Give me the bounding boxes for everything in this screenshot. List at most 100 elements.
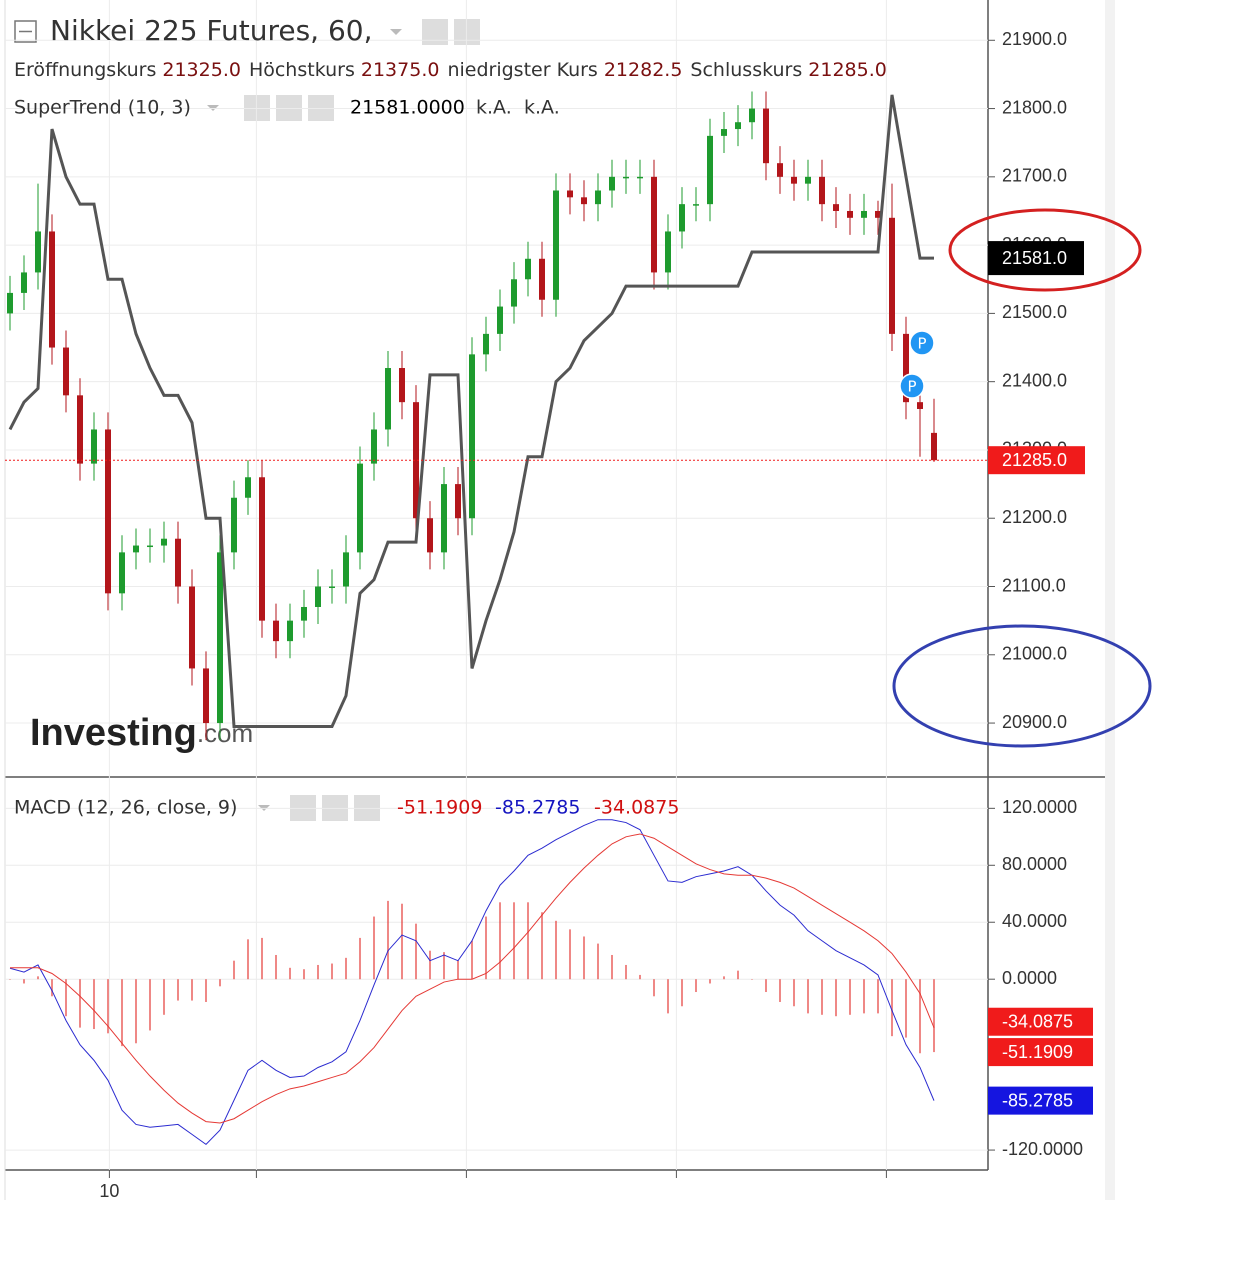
y-tick-label: 21700.0 bbox=[1002, 166, 1067, 186]
scroll-strip bbox=[1105, 0, 1115, 1200]
histogram-bar bbox=[751, 979, 753, 980]
ohlc-value: 21285.0 bbox=[808, 59, 887, 81]
histogram-bar bbox=[919, 979, 921, 1054]
candle-body bbox=[581, 197, 587, 205]
eye-icon[interactable] bbox=[244, 95, 270, 121]
collapse-icon[interactable] bbox=[14, 20, 37, 43]
histogram-bar bbox=[233, 960, 235, 980]
candle-body bbox=[259, 477, 265, 621]
ohlc-legend: Eröffnungskurs 21325.0 Höchstkurs 21375.0 ni… bbox=[14, 59, 887, 81]
candle-body bbox=[441, 484, 447, 553]
histogram-bar bbox=[135, 979, 137, 1044]
dropdown-icon[interactable] bbox=[390, 29, 402, 35]
histogram-bar bbox=[51, 979, 53, 997]
candle-body bbox=[273, 620, 279, 642]
dropdown-icon[interactable] bbox=[207, 105, 219, 111]
histogram-bar bbox=[359, 937, 361, 980]
histogram-bar bbox=[597, 943, 599, 980]
candle-body bbox=[931, 432, 937, 461]
x-tick-label: 10 bbox=[99, 1181, 119, 1201]
candle-body bbox=[329, 586, 335, 589]
y-tick-label: 21400.0 bbox=[1002, 370, 1067, 390]
histogram-bar bbox=[247, 939, 249, 980]
candle-body bbox=[567, 190, 573, 198]
close-icon[interactable] bbox=[308, 95, 334, 121]
candle-body bbox=[217, 552, 223, 724]
candle-body bbox=[455, 484, 461, 519]
axis-tag-label: -51.1909 bbox=[1002, 1042, 1073, 1062]
histogram-bar bbox=[261, 937, 263, 980]
candle-body bbox=[679, 204, 685, 232]
histogram-bar bbox=[65, 979, 67, 1017]
histogram-bar bbox=[79, 979, 81, 1028]
histogram-bar bbox=[695, 979, 697, 993]
ohlc-name: Schlusskurs bbox=[690, 59, 802, 81]
histogram-bar bbox=[177, 979, 179, 1001]
histogram-bar bbox=[891, 979, 893, 1037]
histogram-bar bbox=[807, 979, 809, 1014]
highlight-ellipse bbox=[948, 208, 1142, 292]
axis-tag bbox=[988, 1086, 1093, 1115]
ohlc-value: 21375.0 bbox=[361, 59, 440, 81]
candle-body bbox=[385, 368, 391, 430]
macd-legend-value: -51.1909 bbox=[397, 797, 482, 819]
histogram-bar bbox=[93, 979, 95, 1030]
y-tick-label: 21100.0 bbox=[1002, 575, 1066, 595]
y-tick-label: 40.0000 bbox=[1002, 911, 1067, 931]
ohlc-value: 21325.0 bbox=[162, 59, 241, 81]
candle-body bbox=[189, 586, 195, 669]
candle-body bbox=[133, 545, 139, 553]
y-tick-label: 21200.0 bbox=[1002, 507, 1067, 527]
histogram-bar bbox=[219, 979, 221, 987]
histogram-bar bbox=[485, 916, 487, 980]
y-tick-label: 20900.0 bbox=[1002, 712, 1067, 732]
candle-body bbox=[105, 429, 111, 594]
highlight-ellipse bbox=[892, 624, 1152, 748]
histogram-bar bbox=[611, 954, 613, 980]
histogram-bar bbox=[37, 976, 39, 980]
candle-body bbox=[539, 258, 545, 300]
axis-tag bbox=[988, 241, 1084, 276]
candle-body bbox=[497, 306, 503, 334]
histogram-bar bbox=[653, 979, 655, 997]
macd-line bbox=[9, 819, 935, 1146]
candle-body bbox=[721, 129, 727, 136]
histogram-bar bbox=[415, 923, 417, 980]
histogram-bar bbox=[877, 979, 879, 1014]
histogram-bar bbox=[793, 979, 795, 1007]
candle-body bbox=[301, 606, 307, 621]
candle-body bbox=[399, 368, 405, 403]
candle-body bbox=[21, 272, 27, 293]
histogram-bar bbox=[149, 979, 151, 1031]
settings-icon[interactable] bbox=[454, 19, 480, 45]
indicator-value: k.A. bbox=[476, 97, 512, 119]
histogram-bar bbox=[457, 960, 459, 980]
histogram-bar bbox=[779, 979, 781, 1002]
histogram-bar bbox=[863, 979, 865, 1014]
axis-tag-label: 21285.0 bbox=[1002, 450, 1067, 470]
axis-tag bbox=[988, 1007, 1093, 1036]
macd-title: MACD (12, 26, close, 9) bbox=[14, 797, 237, 819]
candle-body bbox=[875, 210, 881, 218]
candle-body bbox=[735, 122, 741, 130]
candle-body bbox=[847, 210, 853, 218]
candle-body bbox=[119, 552, 125, 594]
macd-legend-value: -85.2785 bbox=[495, 797, 580, 819]
candle-body bbox=[175, 538, 181, 587]
axis-tag bbox=[988, 1038, 1093, 1067]
candle-body bbox=[161, 538, 167, 546]
histogram-bar bbox=[205, 979, 207, 1002]
event-marker bbox=[899, 373, 925, 399]
candle-body bbox=[413, 402, 419, 519]
candle-body bbox=[315, 586, 321, 607]
candle-body bbox=[903, 333, 909, 403]
eye-icon[interactable] bbox=[422, 19, 448, 45]
candle-body bbox=[357, 463, 363, 553]
candle-body bbox=[623, 176, 629, 179]
candle-body bbox=[231, 497, 237, 553]
histogram-bar bbox=[303, 969, 305, 980]
settings-icon[interactable] bbox=[276, 95, 302, 121]
event-marker bbox=[909, 330, 935, 356]
candle-body bbox=[763, 108, 769, 164]
candle-body bbox=[777, 163, 783, 177]
